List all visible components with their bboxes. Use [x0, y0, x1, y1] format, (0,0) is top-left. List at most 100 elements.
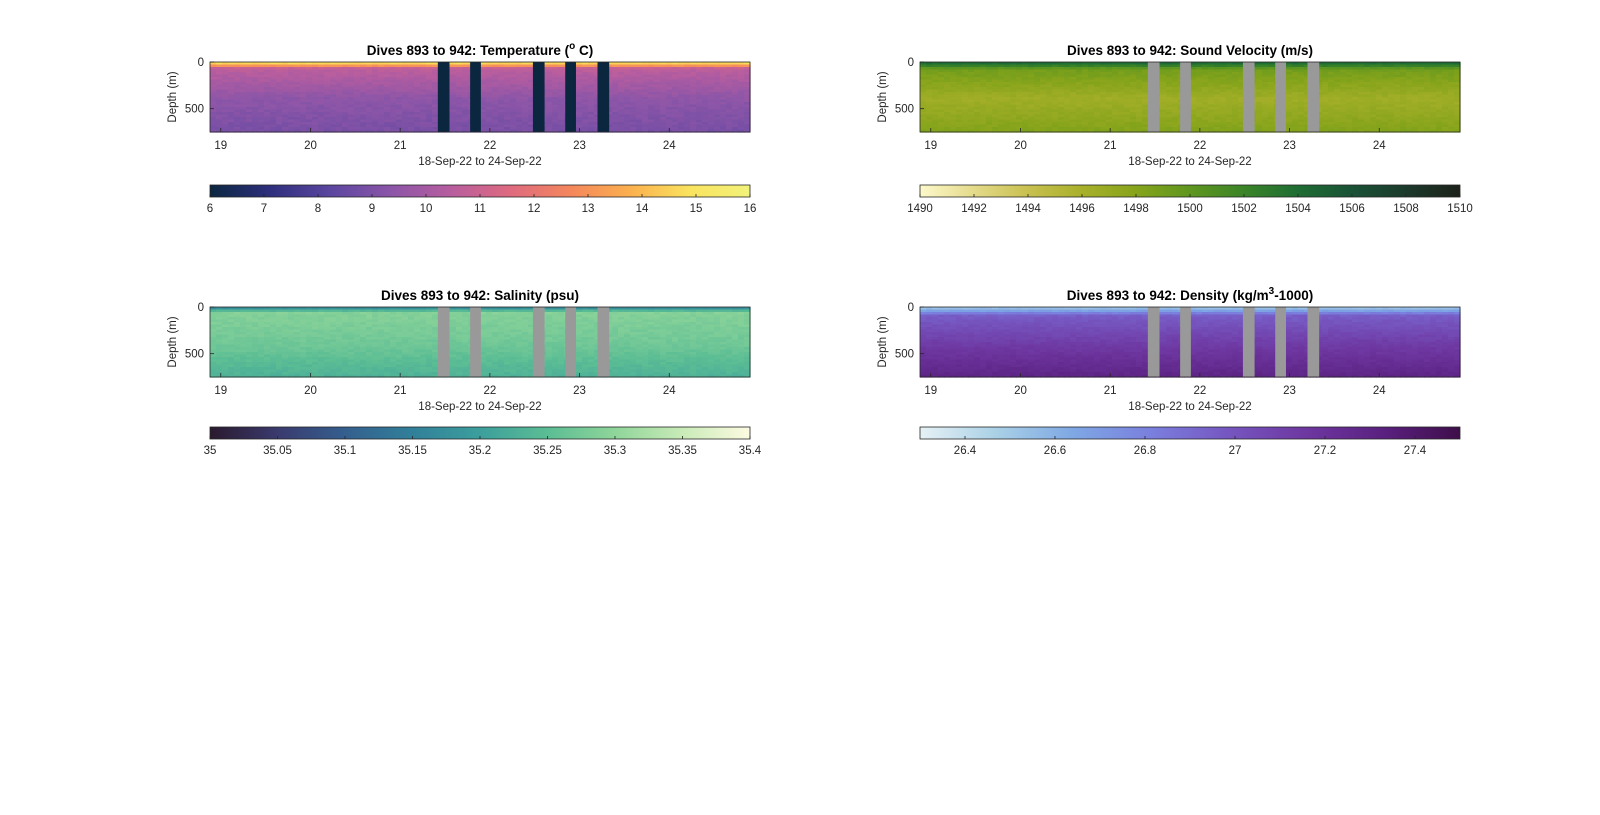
- heatmap-cell: [414, 62, 421, 66]
- heatmap-cell: [264, 82, 271, 86]
- heatmap-cell: [336, 74, 343, 78]
- heatmap-cell: [1052, 99, 1059, 103]
- heatmap-cell: [1364, 117, 1371, 121]
- heatmap-cell: [1022, 79, 1029, 83]
- heatmap-cell: [1016, 87, 1023, 91]
- heatmap-cell: [330, 77, 337, 81]
- heatmap-cell: [504, 119, 511, 123]
- heatmap-cell: [300, 67, 307, 71]
- heatmap-cell: [938, 107, 945, 111]
- heatmap-cell: [1298, 79, 1305, 83]
- heatmap-cell: [396, 72, 403, 76]
- heatmap-cell: [486, 62, 493, 66]
- heatmap-cell: [666, 64, 673, 68]
- heatmap-cell: [968, 87, 975, 91]
- heatmap-cell: [1124, 77, 1131, 81]
- heatmap-cell: [1160, 109, 1167, 113]
- heatmap-cell: [1064, 62, 1071, 66]
- heatmap-cell: [1334, 62, 1341, 66]
- heatmap-cell: [1232, 127, 1239, 131]
- heatmap-cell: [312, 74, 319, 78]
- heatmap-cell: [690, 117, 697, 121]
- heatmap-cell: [1064, 127, 1071, 131]
- heatmap-cell: [1352, 79, 1359, 83]
- heatmap-cell: [1166, 124, 1173, 128]
- heatmap-cell: [1340, 64, 1347, 68]
- heatmap-cell: [1094, 69, 1101, 73]
- heatmap-cell: [420, 77, 427, 81]
- heatmap-cell: [1034, 109, 1041, 113]
- heatmap-cell: [992, 109, 999, 113]
- heatmap-cell: [306, 89, 313, 93]
- heatmap-cell: [696, 117, 703, 121]
- heatmap-cell: [642, 94, 649, 98]
- heatmap-cell: [1022, 127, 1029, 131]
- heatmap-cell: [396, 117, 403, 121]
- heatmap-cell: [366, 107, 373, 111]
- heatmap-cell: [552, 92, 559, 96]
- heatmap-cell: [414, 122, 421, 126]
- heatmap-cell: [432, 62, 439, 66]
- heatmap-cell: [738, 94, 745, 98]
- heatmap-cell: [1298, 82, 1305, 86]
- heatmap-cell: [222, 92, 229, 96]
- heatmap-cell: [1070, 92, 1077, 96]
- heatmap-cell: [920, 67, 927, 71]
- heatmap-cell: [1100, 102, 1107, 106]
- heatmap-cell: [582, 119, 589, 123]
- heatmap-cell: [648, 114, 655, 118]
- heatmap-cell: [1400, 82, 1407, 86]
- heatmap-cell: [1088, 127, 1095, 131]
- heatmap-cell: [926, 107, 933, 111]
- heatmap-cell: [1304, 122, 1311, 126]
- heatmap-cell: [1022, 99, 1029, 103]
- heatmap-cell: [504, 77, 511, 81]
- heatmap-cell: [1028, 69, 1035, 73]
- heatmap-cell: [1352, 124, 1359, 128]
- heatmap-cell: [1292, 77, 1299, 81]
- heatmap-cell: [1004, 119, 1011, 123]
- heatmap-cell: [974, 67, 981, 71]
- heatmap-cell: [1052, 124, 1059, 128]
- heatmap-cell: [660, 84, 667, 88]
- heatmap-cell: [1394, 67, 1401, 71]
- heatmap-cell: [354, 82, 361, 86]
- heatmap-cell: [1418, 107, 1425, 111]
- heatmap-cell: [498, 77, 505, 81]
- heatmap-cell: [414, 87, 421, 91]
- heatmap-cell: [974, 92, 981, 96]
- heatmap-cell: [546, 79, 553, 83]
- heatmap-cell: [288, 62, 295, 66]
- y-tick-label: 500: [185, 104, 204, 116]
- heatmap-cell: [402, 77, 409, 81]
- heatmap-cell: [378, 114, 385, 118]
- heatmap-cell: [426, 92, 433, 96]
- heatmap-cell: [944, 72, 951, 76]
- heatmap-cell: [1166, 79, 1173, 83]
- heatmap-cell: [1106, 109, 1113, 113]
- heatmap-cell: [1424, 127, 1431, 131]
- heatmap-cell: [1220, 97, 1227, 101]
- heatmap-cell: [732, 92, 739, 96]
- heatmap-cell: [1130, 107, 1137, 111]
- heatmap-cell: [270, 84, 277, 88]
- heatmap-cell: [720, 64, 727, 68]
- heatmap-cell: [240, 74, 247, 78]
- heatmap-cell: [1220, 99, 1227, 103]
- heatmap-cell: [1286, 94, 1293, 98]
- heatmap-cell: [720, 97, 727, 101]
- heatmap-cell: [1040, 104, 1047, 108]
- heatmap-cell: [732, 119, 739, 123]
- heatmap-cell: [974, 97, 981, 101]
- heatmap-cell: [1088, 102, 1095, 106]
- heatmap-cell: [1094, 94, 1101, 98]
- heatmap-cell: [1016, 97, 1023, 101]
- heatmap-cell: [1118, 84, 1125, 88]
- heatmap-cell: [546, 122, 553, 126]
- heatmap-cell: [672, 79, 679, 83]
- heatmap-cell: [402, 87, 409, 91]
- heatmap-cell: [1322, 104, 1329, 108]
- heatmap-cell: [594, 94, 601, 98]
- heatmap-cell: [624, 117, 631, 121]
- heatmap-cell: [432, 109, 439, 113]
